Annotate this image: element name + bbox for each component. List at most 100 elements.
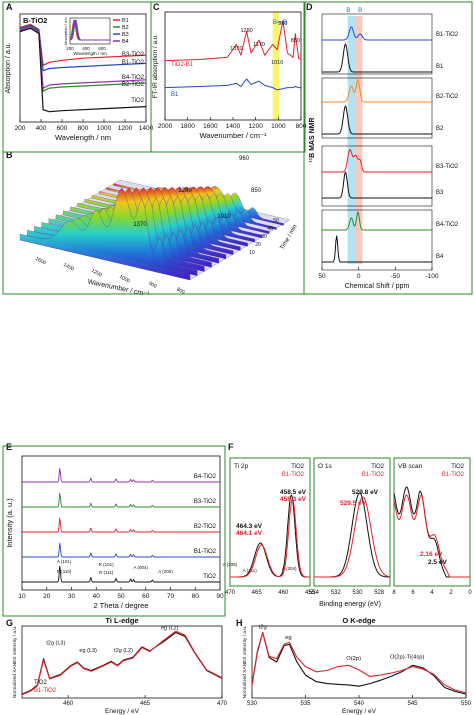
panel-a-series-line [19,23,147,66]
panel-f-legend-label: B1-TiO2 [442,472,465,478]
panel-f-x-tick-label: 534 [309,590,320,596]
panel-a-curve-label: B3-TiO2 [122,52,145,58]
panel-d-curve-label: B2-TiO2 [436,94,459,100]
panel-f-annotation: 458.5 eV [280,489,307,496]
panel-f-x-tick-label: 470 [225,590,236,596]
panel-letter-a: A [6,2,13,12]
panel-a-y-axis-label: Absorption / a.u. [5,42,12,93]
panel-d-curve-label: B2 [436,126,444,132]
panel-e-peak-label: R (110) [57,569,72,574]
panel-letter-e: E [6,442,12,452]
panel-b-peak-label: 1010 [217,214,231,220]
panel-f-legend-label: B1-TiO2 [362,472,385,478]
panel-b-x-tick-label: 1400 [62,262,75,273]
panel-h-x-tick-label: 540 [354,701,365,707]
panel-f-x-tick-label: 8 [392,590,396,596]
panel-c-curve-label: B1 [171,92,179,98]
panel-e-curve-label: B1-TiO2 [194,549,217,555]
panel-f-x-axis-label: Binding energy (eV) [319,601,381,608]
panel-e-peak-label: R (111) [99,570,114,575]
panel-b-x-tick-label: 1600 [34,256,47,267]
panel-f-legend-label: TiO2 [451,464,464,470]
panel-d-spectrum-line [322,105,432,135]
panel-b-x-tick-label: 1200 [90,268,103,279]
panel-letter-h: H [236,618,243,628]
panel-d-band-red [355,16,363,264]
panel-a-inset-ylabel: Absorption / a.u. [63,16,68,45]
panel-f-x-tick-label: 0 [468,590,472,596]
panel-e-peak-label: A (101) [57,559,72,564]
panel-h-annotation: O(2p)-Ti(4sp) [390,655,425,661]
panel-b-surface-slice [19,187,191,281]
panel-a-x-tick-label: 200 [15,125,26,132]
panel-d-curve-label: B4-TiO2 [436,222,459,228]
panel-e-peak-label: A (200) [158,569,173,574]
panel-a-series-line [19,24,147,72]
panel-b-peak-label: 850 [251,188,262,194]
panel-g-x-tick-label: 465 [140,701,151,707]
panel-d-spectrum-line [322,79,432,103]
panel-f-legend-label: TiO2 [371,464,384,470]
panel-f-x-tick-label: 2 [449,590,453,596]
panel-d-x-tick-label: 50 [318,273,326,280]
panel-f-annotation: 529.5 eV [340,500,367,507]
panel-g-x-tick-label: 470 [217,701,228,707]
panel-c-peak-label: 1280 [240,28,252,34]
panel-a-inset-tick: 400 [82,46,90,51]
panel-c-x-tick-label: 1000 [271,123,286,130]
panel-d-x-tick-label: -50 [391,273,401,280]
panel-e-curve-label: TiO2 [203,574,216,580]
panel-a-curve-label: B1-TiO2 [122,60,145,66]
panel-f-annotation: 464.1 eV [236,530,263,537]
panel-letter-c: C [153,2,160,12]
panel-g-x-tick-label: 460 [63,701,74,707]
panel-d-plot-area [321,145,433,207]
panel-g-annotation: t2g (L3) [46,640,65,646]
panel-h-series-line [251,631,467,694]
panel-a-x-axis-label: Wavelength / nm [55,133,111,142]
panel-e-x-tick-label: 80 [192,593,200,600]
panel-f-subpanel-border [393,457,471,587]
panel-letter-d: D [306,2,313,12]
panel-e-pattern-line [22,517,220,533]
panel-e-x-tick-label: 30 [68,593,76,600]
panel-g-plot-area [21,625,223,699]
panel-letter-b: B [6,150,13,160]
panel-f-line-b1 [314,496,391,578]
panel-h-x-tick-label: 550 [461,701,472,707]
panel-d-boron-symbol: B [346,8,350,14]
panel-c-y-axis-label: FT-IR absorption / a.u. [152,33,159,98]
panel-d-spectrum-line [322,171,432,199]
panel-letter-g: G [6,618,13,628]
panel-d-border [303,1,473,295]
panel-e-peak-label: R (101) [99,562,115,567]
panel-d-spectrum-line [322,43,432,73]
panel-e-pattern-line [22,542,220,558]
panel-e-y-axis-label: Intensity (a. u.) [5,498,14,548]
panel-f-subpanel-border [229,457,311,587]
panel-a-x-tick-label: 1400 [139,125,154,132]
panel-b-y-tick-label: 10 [249,250,255,256]
panel-g-annotation: eg (L3) [79,648,97,654]
panel-a-inset-tick: 200 [66,46,74,51]
panel-a-legend-label: B4 [122,39,129,45]
panel-d-spectrum-line [322,149,432,173]
panel-c-series-line [164,78,301,91]
panel-d-curve-label: B1-TiO2 [436,32,459,38]
panel-b-peak-label: 1370 [133,222,147,228]
panel-d-plot-area [321,209,433,271]
panel-e-curve-label: B4-TiO2 [194,474,217,480]
panel-d-x-tick-label: 0 [357,273,361,280]
panel-e-peak-label: A (004) [134,565,149,570]
panel-d-spectrum-line [322,235,432,263]
panel-f-line-b1 [230,498,310,578]
panel-b-x-axis-label: Wavenumber / cm⁻¹ [87,279,150,299]
panel-e-x-tick-label: 70 [167,593,175,600]
panel-b-border [2,151,305,295]
panel-c-x-tick-label: 1400 [226,123,241,130]
panel-b-y-tick-label: 30 [261,234,267,240]
panel-d-y-axis-label: ¹¹B MAS NMR [309,117,316,162]
panel-a-curve-label: B2-TiO2 [122,82,145,88]
panel-d-curve-label: B3-TiO2 [436,164,459,170]
panel-f-annotation: 2.5 eV [428,559,447,566]
